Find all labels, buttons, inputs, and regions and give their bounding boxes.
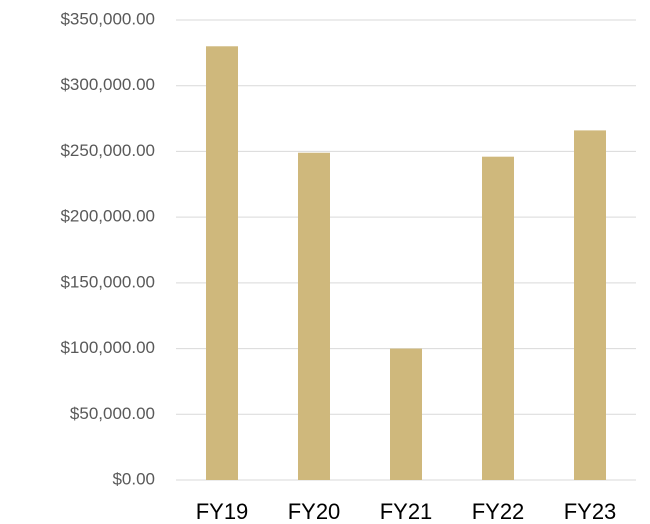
y-tick-label: $250,000.00 <box>60 141 155 160</box>
bar <box>482 156 514 480</box>
bar <box>206 46 238 481</box>
x-tick-label: FY21 <box>380 499 433 524</box>
x-tick-label: FY20 <box>288 499 341 524</box>
x-tick-label: FY22 <box>472 499 525 524</box>
y-tick-label: $350,000.00 <box>60 9 155 28</box>
x-tick-label: FY23 <box>564 499 617 524</box>
y-tick-label: $50,000.00 <box>70 404 155 423</box>
y-tick-label: $0.00 <box>112 469 155 488</box>
bar <box>390 348 422 480</box>
y-tick-label: $150,000.00 <box>60 272 155 291</box>
x-tick-label: FY19 <box>196 499 249 524</box>
y-tick-label: $100,000.00 <box>60 338 155 357</box>
y-tick-label: $300,000.00 <box>60 75 155 94</box>
bar <box>298 152 330 480</box>
y-tick-label: $200,000.00 <box>60 207 155 226</box>
bar <box>574 130 606 480</box>
